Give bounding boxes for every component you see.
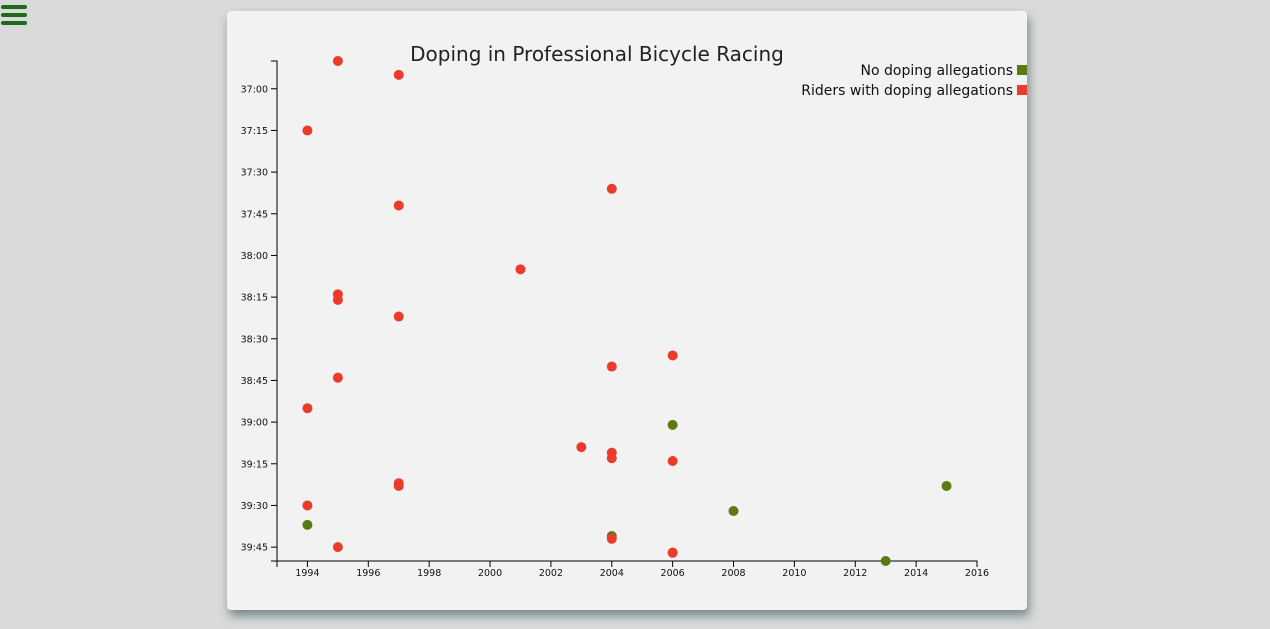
doping-rider-point[interactable]: [606, 361, 617, 372]
x-axis: 1994 1996 1998 2000 2002 2004 2006 2008 2010 2012…: [276, 560, 989, 579]
doping-rider-point[interactable]: [667, 350, 678, 361]
x-tick-label: 2000: [478, 568, 502, 579]
x-tick-label: 2004: [600, 568, 624, 579]
clean-rider-point[interactable]: [667, 419, 678, 430]
data-points: [302, 56, 952, 566]
clean-rider-point[interactable]: [880, 556, 891, 566]
hamburger-menu-icon[interactable]: [1, 5, 27, 27]
legend-label: No doping allegations: [861, 63, 1013, 79]
x-tick-label: 2006: [661, 568, 685, 579]
y-tick-label: 39:00: [241, 418, 268, 429]
legend: No doping allegations Riders with doping …: [801, 63, 1027, 99]
y-tick-label: 39:15: [241, 459, 268, 470]
menu-bar: [1, 5, 27, 9]
doping-rider-point[interactable]: [606, 183, 617, 194]
y-axis: 37:00 37:15 37:30 37:45 38:00 38:15 38:30 38:45…: [241, 60, 278, 562]
clean-rider-point[interactable]: [302, 519, 313, 530]
y-tick-label: 38:45: [241, 376, 268, 387]
y-tick-label: 39:30: [241, 501, 268, 512]
menu-bar: [1, 21, 27, 25]
x-tick-label: 1998: [417, 568, 441, 579]
clean-rider-point[interactable]: [728, 506, 739, 516]
doping-rider-point[interactable]: [302, 500, 313, 511]
x-tick-label: 2002: [539, 568, 563, 579]
doping-rider-point[interactable]: [393, 311, 404, 322]
doping-rider-point[interactable]: [393, 69, 404, 80]
x-tick-label: 2012: [843, 568, 867, 579]
x-tick-label: 2008: [721, 568, 745, 579]
y-tick-label: 37:30: [241, 168, 268, 179]
y-tick-label: 38:30: [241, 334, 268, 345]
doping-rider-point[interactable]: [332, 294, 343, 305]
y-tick-label: 37:45: [241, 209, 268, 220]
x-tick-label: 2014: [904, 568, 928, 579]
legend-swatch: [1017, 85, 1027, 95]
y-tick-label: 37:15: [241, 126, 268, 137]
doping-rider-point[interactable]: [667, 547, 678, 558]
chart-card: Doping in Professional Bicycle Racing 19…: [227, 11, 1027, 610]
doping-rider-point[interactable]: [667, 456, 678, 466]
doping-rider-point[interactable]: [515, 264, 526, 275]
chart-title: Doping in Professional Bicycle Racing: [410, 42, 784, 66]
x-axis-line: [276, 560, 978, 567]
doping-rider-point[interactable]: [302, 125, 313, 136]
y-tick-label: 38:00: [241, 251, 268, 262]
x-tick-label: 1994: [295, 568, 319, 579]
scatter-chart: Doping in Professional Bicycle Racing 19…: [241, 42, 1027, 579]
doping-rider-point[interactable]: [332, 372, 343, 383]
doping-rider-point[interactable]: [332, 542, 343, 553]
doping-rider-point[interactable]: [576, 442, 587, 453]
x-tick-label: 1996: [356, 568, 380, 579]
doping-rider-point[interactable]: [302, 403, 313, 414]
y-tick-label: 37:00: [241, 84, 268, 95]
doping-rider-point[interactable]: [606, 533, 617, 544]
doping-rider-point[interactable]: [332, 56, 343, 66]
x-tick-label: 2010: [782, 568, 806, 579]
doping-rider-point[interactable]: [606, 453, 617, 464]
y-tick-label: 39:45: [241, 543, 268, 554]
x-tick-label: 2016: [965, 568, 989, 579]
legend-label: Riders with doping allegations: [801, 83, 1013, 99]
doping-rider-point[interactable]: [393, 481, 404, 491]
legend-swatch: [1017, 65, 1027, 75]
y-tick-label: 38:15: [241, 293, 268, 304]
clean-rider-point[interactable]: [941, 481, 952, 491]
menu-bar: [1, 13, 27, 17]
doping-rider-point[interactable]: [393, 200, 404, 211]
y-axis-line: [271, 60, 278, 562]
